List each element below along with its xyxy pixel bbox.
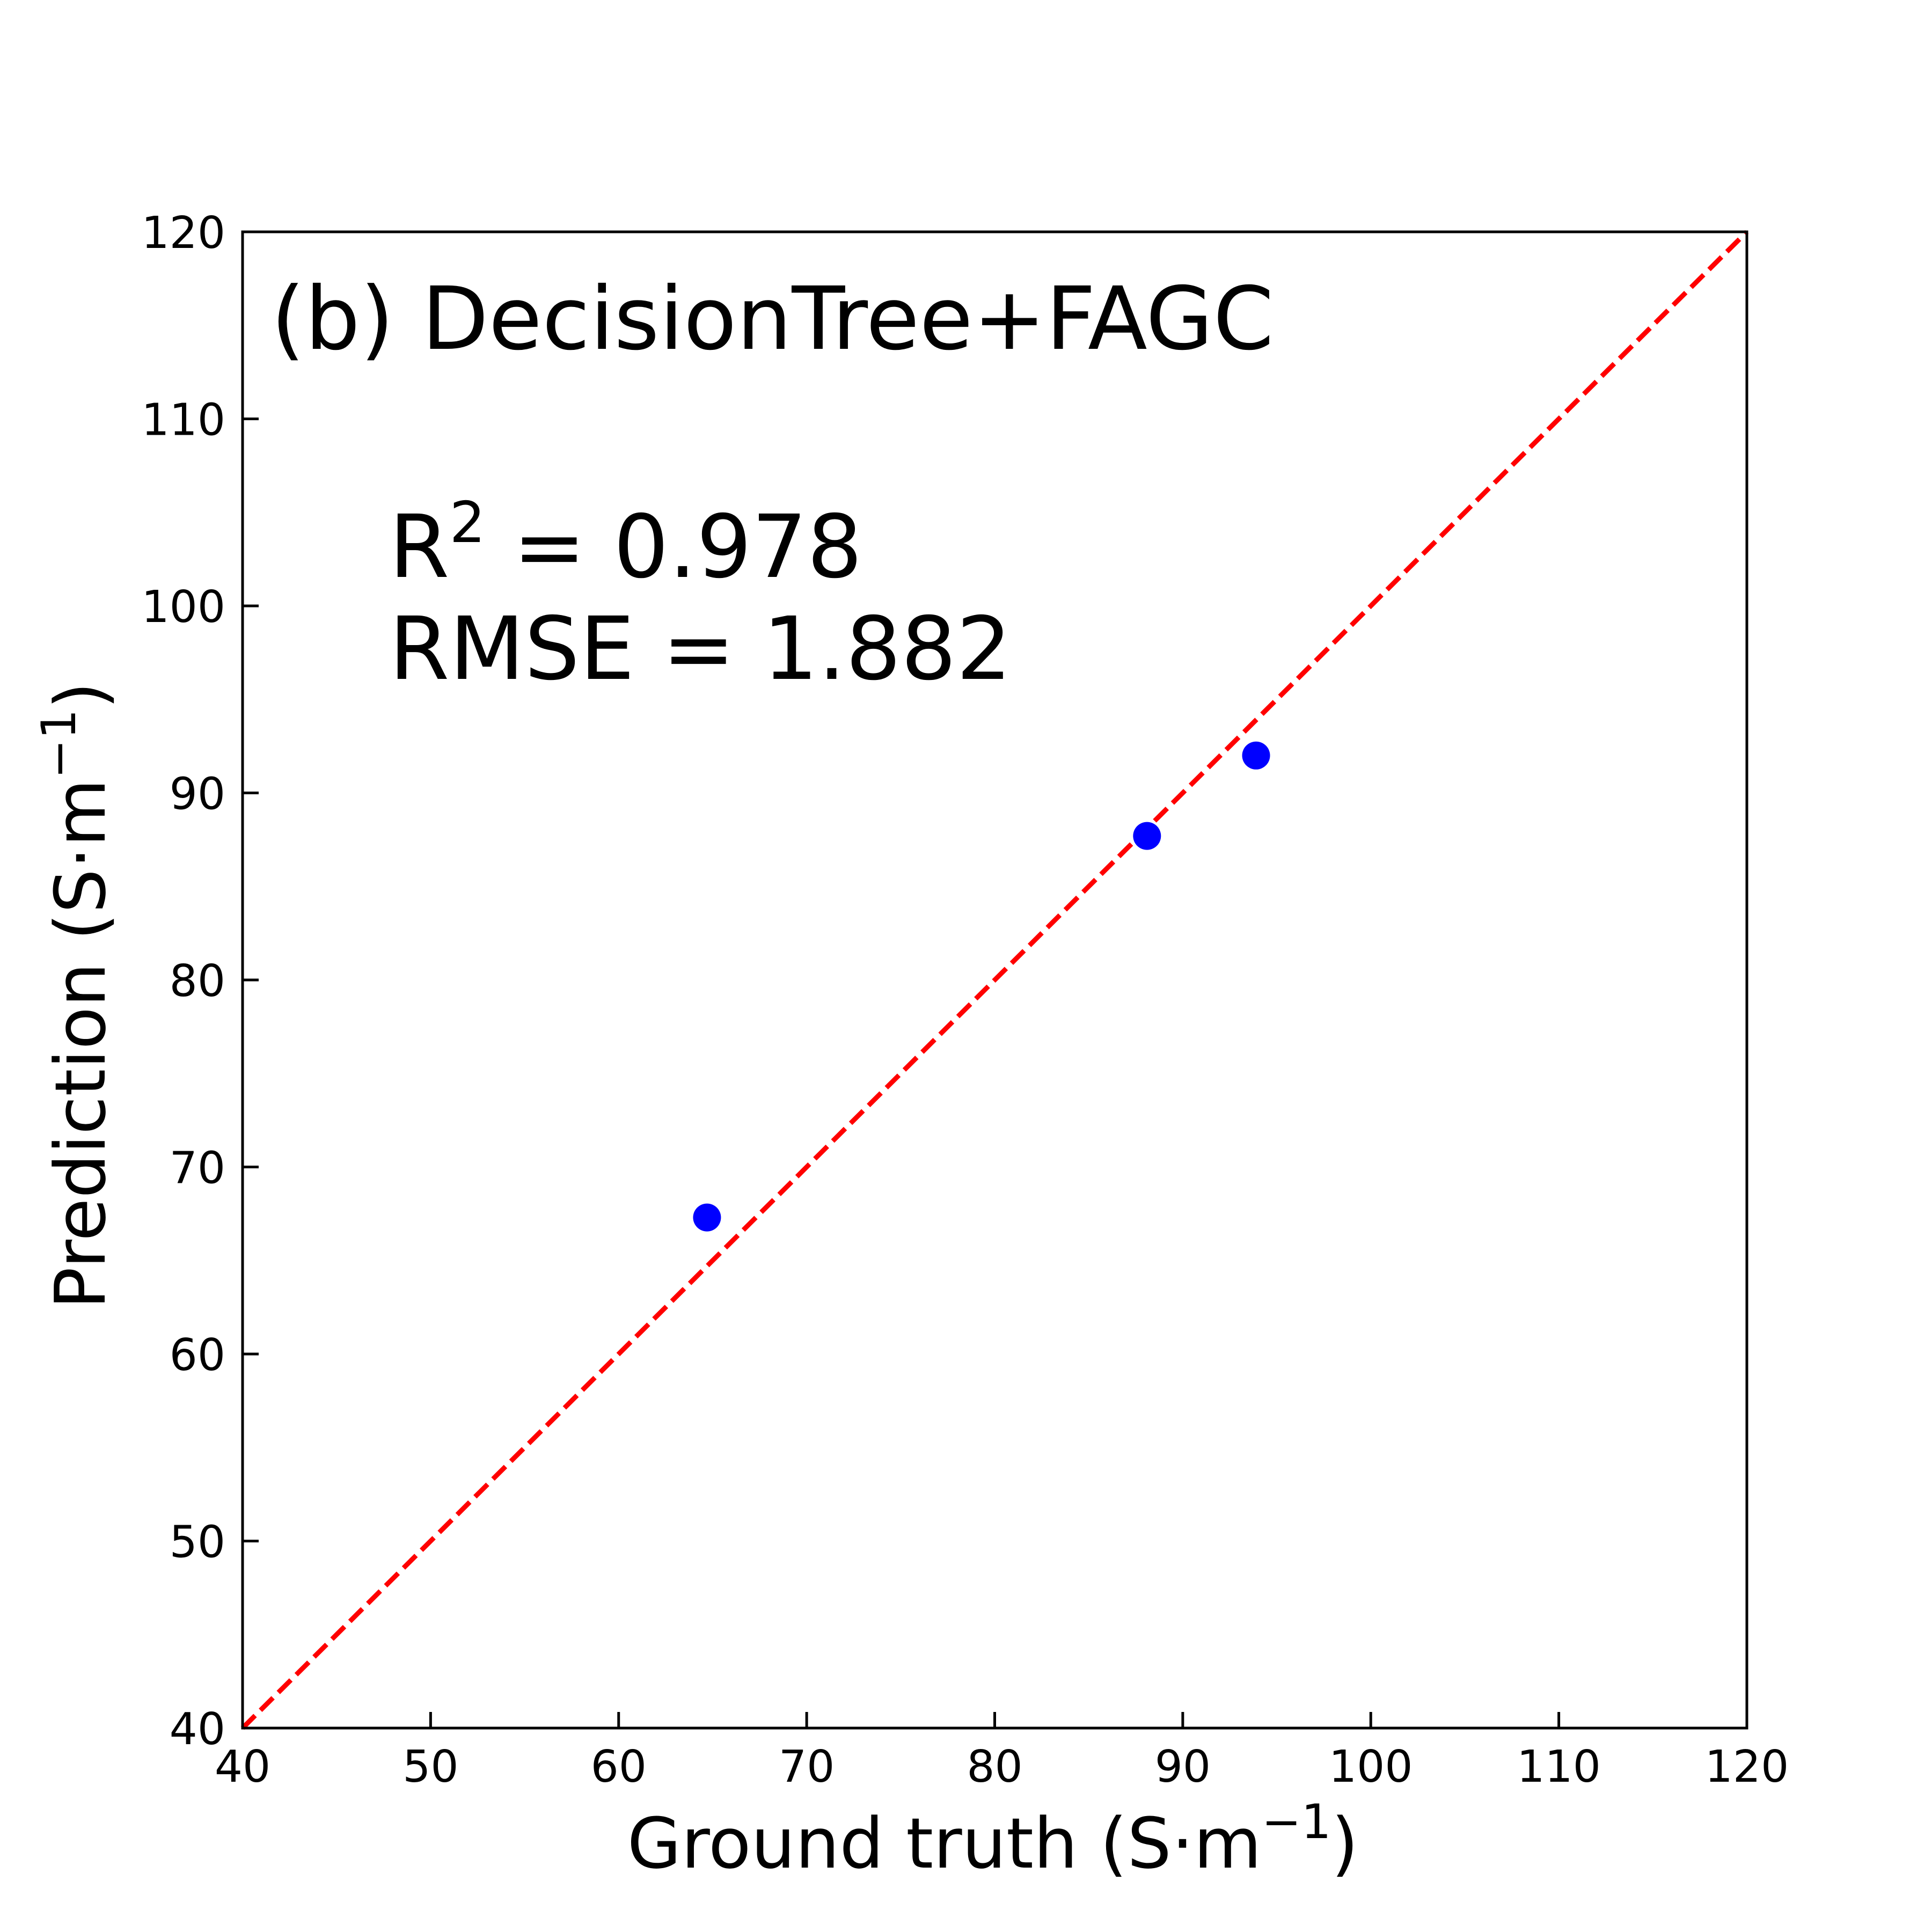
x-tick-label-80: 80	[967, 1741, 1022, 1792]
y-tick-label-70: 70	[170, 1143, 225, 1194]
r2-value: = 0.978	[485, 497, 862, 598]
axis-ticks: 40 50 60 70 80 90 100 110 120 40 50 60 70 80 90 100 110 1…	[141, 208, 1789, 1792]
y-tick-label-120: 120	[141, 208, 225, 259]
rmse-annotation: RMSE = 1.882	[389, 599, 1012, 700]
y-tick-label-60: 60	[170, 1330, 225, 1381]
x-axis-label-sup: −1	[1262, 1794, 1331, 1849]
x-axis-label-end: )	[1331, 1803, 1359, 1884]
x-tick-label-50: 50	[402, 1741, 458, 1792]
y-tick-label-110: 110	[141, 395, 225, 446]
scatter-point-3	[1242, 741, 1270, 770]
x-tick-label-90: 90	[1155, 1741, 1211, 1792]
scatter-point-2	[1133, 822, 1161, 850]
reference-line	[240, 230, 1749, 1730]
plot-area	[240, 230, 1749, 1730]
x-tick-label-110: 110	[1517, 1741, 1601, 1792]
y-axis-label-end: )	[40, 682, 121, 709]
x-axis-label-main: Ground truth (S·m	[627, 1803, 1262, 1884]
x-axis-label: Ground truth (S·m−1)	[627, 1794, 1359, 1884]
y-axis-label: Prediction (S·m−1)	[31, 682, 121, 1309]
y-tick-label-80: 80	[170, 956, 225, 1007]
x-tick-label-100: 100	[1329, 1741, 1413, 1792]
r2-superscript: 2	[450, 490, 486, 555]
x-tick-label-60: 60	[591, 1741, 647, 1792]
r2-prefix: R	[389, 497, 450, 598]
y-tick-label-90: 90	[170, 769, 225, 820]
r2-annotation: R2 = 0.978	[389, 490, 862, 598]
y-tick-label-50: 50	[170, 1517, 225, 1568]
panel-title: (b) DecisionTree+FAGC	[271, 269, 1274, 370]
y-tick-label-40: 40	[170, 1704, 225, 1755]
y-axis-label-sup: −1	[31, 709, 86, 779]
x-tick-label-70: 70	[779, 1741, 835, 1792]
scatter-point-1	[693, 1203, 721, 1232]
x-tick-label-120: 120	[1705, 1741, 1789, 1792]
x-tick-label-40: 40	[215, 1741, 270, 1792]
y-tick-label-100: 100	[141, 582, 225, 633]
y-axis-label-main: Prediction (S·m	[40, 779, 121, 1309]
